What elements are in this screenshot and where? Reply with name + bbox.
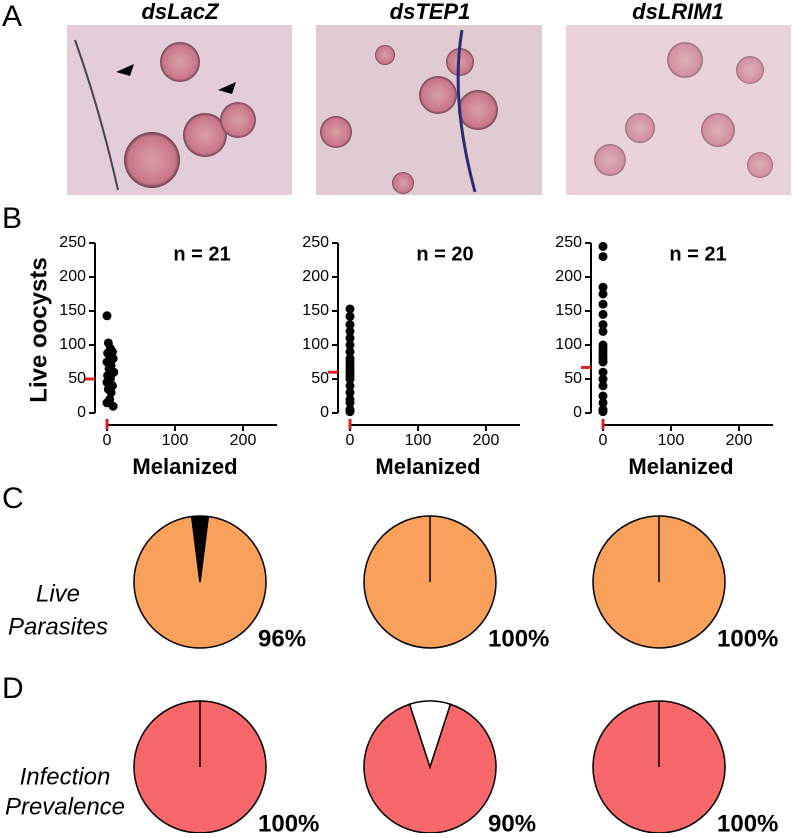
point bbox=[345, 320, 355, 330]
x-tick-label: 200 bbox=[473, 432, 500, 449]
y-tick-label: 100 bbox=[59, 336, 86, 353]
image-title: dsTEP1 bbox=[390, 0, 471, 24]
y-tick-label: 50 bbox=[311, 370, 329, 387]
point bbox=[598, 374, 608, 384]
y-tick-label: 250 bbox=[555, 234, 582, 251]
panel-label: C bbox=[2, 482, 24, 515]
point bbox=[598, 289, 608, 299]
point bbox=[345, 398, 355, 408]
y-tick-label: 0 bbox=[573, 404, 582, 421]
panel-label: D bbox=[2, 672, 24, 705]
x-tick-label: 0 bbox=[346, 432, 355, 449]
point bbox=[598, 282, 608, 292]
point bbox=[598, 320, 608, 330]
pie-slice bbox=[133, 515, 267, 649]
point bbox=[345, 388, 355, 398]
y-tick-label: 150 bbox=[59, 302, 86, 319]
y-tick-label: 50 bbox=[68, 370, 86, 387]
micrograph-3 bbox=[566, 25, 791, 195]
y-tick-label: 200 bbox=[302, 268, 329, 285]
point bbox=[598, 367, 608, 377]
y-tick-label: 0 bbox=[77, 404, 86, 421]
point bbox=[345, 311, 355, 321]
x-axis-title: Melanized bbox=[628, 454, 733, 479]
y-tick-label: 200 bbox=[59, 268, 86, 285]
point bbox=[345, 333, 355, 343]
point bbox=[598, 391, 608, 401]
x-tick-label: 100 bbox=[162, 432, 189, 449]
micrograph-1 bbox=[67, 25, 292, 195]
y-tick-label: 100 bbox=[555, 336, 582, 353]
point bbox=[345, 304, 355, 314]
image-title: dsLRIM1 bbox=[632, 0, 724, 24]
x-tick-label: 200 bbox=[726, 432, 753, 449]
y-tick-label: 150 bbox=[555, 302, 582, 319]
point bbox=[345, 347, 355, 357]
point bbox=[598, 309, 608, 319]
value-label: 100% bbox=[488, 625, 549, 652]
x-tick-label: 100 bbox=[405, 432, 432, 449]
value-label: 96% bbox=[258, 625, 306, 652]
panel-label: B bbox=[2, 202, 22, 235]
point bbox=[598, 381, 608, 391]
row-label: Parasites bbox=[8, 613, 108, 640]
row-label: Infection bbox=[20, 763, 111, 790]
panel-label: A bbox=[2, 0, 22, 33]
row-label: Live bbox=[36, 580, 80, 607]
point bbox=[598, 299, 608, 309]
value-label: 100% bbox=[717, 625, 778, 652]
point bbox=[108, 401, 118, 411]
y-tick-label: 100 bbox=[302, 336, 329, 353]
annotation: n = 21 bbox=[669, 243, 726, 265]
point bbox=[598, 407, 608, 417]
annotation: n = 21 bbox=[173, 243, 230, 265]
micrograph-2 bbox=[316, 25, 542, 195]
point bbox=[345, 374, 355, 384]
x-axis-title: Melanized bbox=[375, 454, 480, 479]
pie-slice bbox=[408, 700, 452, 770]
x-tick-label: 0 bbox=[103, 432, 112, 449]
point bbox=[106, 388, 116, 398]
point bbox=[102, 311, 112, 321]
value-label: 90% bbox=[488, 810, 536, 833]
x-tick-label: 200 bbox=[230, 432, 257, 449]
point bbox=[345, 326, 355, 336]
point bbox=[598, 252, 608, 262]
pie-slice bbox=[190, 515, 210, 583]
point bbox=[345, 407, 355, 417]
x-axis-title: Melanized bbox=[132, 454, 237, 479]
point bbox=[345, 340, 355, 350]
point bbox=[598, 326, 608, 336]
value-label: 100% bbox=[717, 810, 778, 833]
point bbox=[598, 241, 608, 251]
y-tick-label: 200 bbox=[555, 268, 582, 285]
y-tick-label: 250 bbox=[302, 234, 329, 251]
y-tick-label: 250 bbox=[59, 234, 86, 251]
point bbox=[598, 357, 608, 367]
y-tick-label: 0 bbox=[320, 404, 329, 421]
point bbox=[598, 398, 608, 408]
y-tick-label: 50 bbox=[564, 370, 582, 387]
x-tick-label: 0 bbox=[599, 432, 608, 449]
value-label: 100% bbox=[258, 810, 319, 833]
x-tick-label: 100 bbox=[658, 432, 685, 449]
y-tick-label: 150 bbox=[302, 302, 329, 319]
image-title: dsLacZ bbox=[141, 0, 220, 24]
y-axis-title: Live oocysts bbox=[25, 257, 52, 402]
row-label: Prevalence bbox=[5, 793, 125, 820]
point bbox=[345, 381, 355, 391]
annotation: n = 20 bbox=[416, 243, 473, 265]
